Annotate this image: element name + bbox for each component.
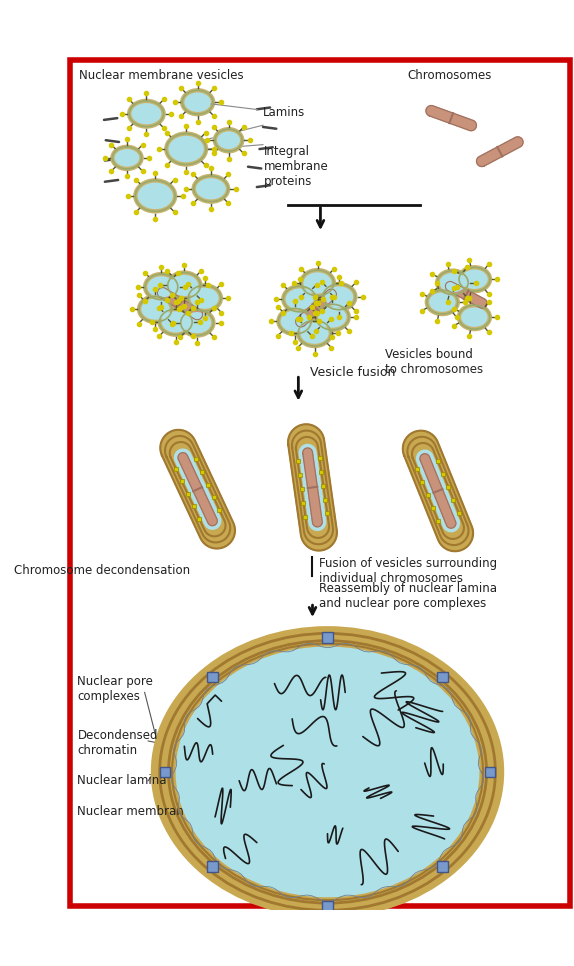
Bar (207, 671, 218, 682)
Ellipse shape (141, 298, 169, 320)
Text: Decondensed
chromatin: Decondensed chromatin (77, 729, 158, 757)
Ellipse shape (440, 273, 466, 293)
Polygon shape (178, 453, 217, 526)
Ellipse shape (296, 318, 333, 348)
Ellipse shape (169, 136, 204, 162)
Ellipse shape (151, 626, 504, 918)
Polygon shape (296, 289, 336, 327)
Ellipse shape (299, 268, 336, 298)
Text: Nuclear lamina: Nuclear lamina (77, 774, 167, 786)
Ellipse shape (157, 307, 195, 337)
Ellipse shape (184, 93, 211, 112)
Polygon shape (160, 430, 235, 549)
Text: Nuclear membrane vesicles: Nuclear membrane vesicles (79, 69, 244, 82)
Ellipse shape (276, 306, 313, 336)
Ellipse shape (314, 302, 351, 332)
Text: Vesicles bound
to chromosomes: Vesicles bound to chromosomes (385, 348, 483, 376)
Polygon shape (417, 450, 459, 531)
Text: Chromosome decondensation: Chromosome decondensation (14, 564, 191, 578)
Ellipse shape (319, 306, 347, 327)
Ellipse shape (138, 183, 173, 209)
Polygon shape (174, 449, 221, 529)
Bar (322, 900, 333, 911)
Ellipse shape (457, 303, 492, 331)
Ellipse shape (179, 307, 216, 338)
Ellipse shape (133, 178, 177, 213)
Ellipse shape (212, 127, 245, 154)
Ellipse shape (192, 174, 230, 204)
Bar (207, 862, 218, 872)
Ellipse shape (429, 293, 456, 312)
Ellipse shape (281, 284, 318, 314)
Polygon shape (476, 137, 523, 166)
Ellipse shape (435, 269, 470, 297)
Polygon shape (302, 448, 322, 526)
Bar (322, 633, 333, 643)
Ellipse shape (461, 307, 487, 327)
Text: Chromosomes: Chromosomes (407, 69, 491, 82)
Ellipse shape (325, 286, 353, 307)
Text: Lamins: Lamins (200, 102, 305, 120)
Text: Fusion of vesicles surrounding
individual chromosomes: Fusion of vesicles surrounding individua… (319, 557, 497, 585)
Ellipse shape (143, 271, 180, 302)
Ellipse shape (281, 311, 309, 332)
Text: Nuclear pore
complexes: Nuclear pore complexes (77, 674, 153, 702)
Ellipse shape (148, 276, 176, 298)
Ellipse shape (131, 103, 161, 125)
Polygon shape (445, 281, 487, 308)
Ellipse shape (176, 646, 479, 897)
Ellipse shape (461, 270, 488, 289)
Bar (437, 862, 448, 872)
Ellipse shape (191, 288, 219, 309)
Ellipse shape (165, 270, 203, 300)
Ellipse shape (304, 272, 332, 294)
Polygon shape (426, 105, 476, 130)
Ellipse shape (425, 288, 460, 316)
Polygon shape (403, 431, 473, 552)
Ellipse shape (127, 99, 166, 128)
Ellipse shape (162, 311, 190, 332)
Text: Vesicle fusion: Vesicle fusion (310, 366, 395, 379)
Ellipse shape (285, 289, 314, 310)
Ellipse shape (180, 88, 215, 116)
Ellipse shape (115, 149, 139, 167)
Ellipse shape (300, 323, 329, 344)
Polygon shape (157, 288, 203, 320)
Ellipse shape (137, 294, 174, 325)
Ellipse shape (457, 265, 492, 294)
Ellipse shape (110, 145, 144, 171)
Ellipse shape (217, 131, 240, 149)
Ellipse shape (186, 283, 223, 313)
Ellipse shape (164, 131, 208, 167)
Ellipse shape (196, 178, 226, 199)
Bar (485, 767, 495, 778)
Polygon shape (288, 424, 337, 551)
Ellipse shape (183, 312, 211, 333)
Text: Integral
membrane
proteins: Integral membrane proteins (264, 145, 329, 187)
Ellipse shape (320, 282, 358, 312)
Bar (437, 671, 448, 682)
Bar (160, 767, 170, 778)
Text: Reassembly of nuclear lamina
and nuclear pore complexes: Reassembly of nuclear lamina and nuclear… (319, 582, 497, 610)
Text: Nuclear membranes: Nuclear membranes (77, 806, 197, 818)
Polygon shape (299, 444, 325, 530)
Ellipse shape (170, 274, 198, 296)
Polygon shape (420, 454, 456, 528)
